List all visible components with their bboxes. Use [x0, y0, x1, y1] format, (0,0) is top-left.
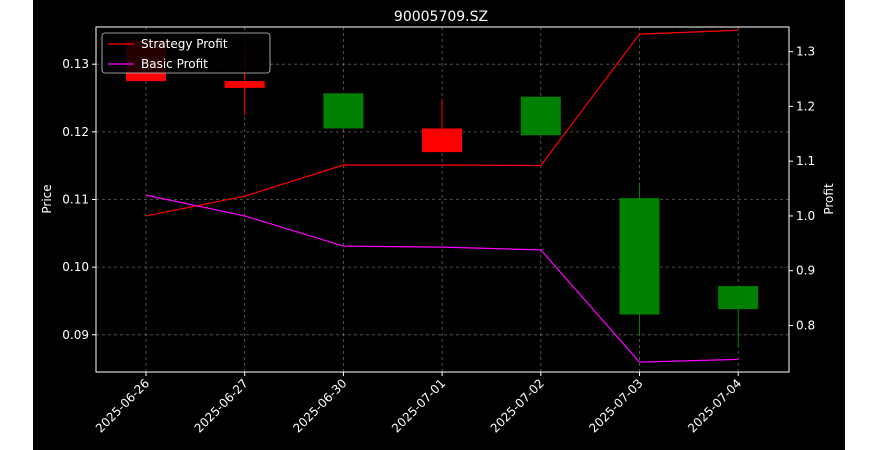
- left-tick-label: 0.12: [62, 125, 89, 139]
- right-tick-label: 1.1: [796, 154, 815, 168]
- y-axis-label-right: Profit: [822, 183, 836, 215]
- candle-body: [224, 81, 265, 88]
- left-tick-label: 0.13: [62, 57, 89, 71]
- x-tick-label: 2025-07-04: [685, 376, 744, 435]
- right-tick-label: 0.8: [796, 318, 815, 332]
- y-axis-label: Price: [40, 184, 54, 213]
- candle-body: [323, 93, 364, 129]
- left-tick-label: 0.11: [62, 193, 89, 207]
- right-tick-label: 1.2: [796, 99, 815, 113]
- legend: Strategy Profit Basic Profit: [101, 32, 271, 74]
- x-tick-label: 2025-07-01: [389, 376, 448, 435]
- profit-line: [145, 29, 739, 217]
- x-tick-label: 2025-06-26: [93, 376, 152, 435]
- x-tick-label: 2025-07-02: [488, 376, 547, 435]
- right-tick-label: 1.0: [796, 209, 815, 223]
- x-tick-label: 2025-07-03: [586, 376, 645, 435]
- candle-body: [619, 198, 660, 315]
- left-axis: 0.09 0.10 0.11 0.12 0.13: [62, 57, 96, 342]
- right-tick-label: 1.3: [796, 45, 815, 59]
- x-tick-label: 2025-06-27: [192, 376, 251, 435]
- candle-body: [520, 96, 561, 136]
- candlesticks: [126, 40, 759, 347]
- chart-figure: 90005709.SZ 0.09 0.10 0.11 0.12 0.13 0.8 0.9 1…: [33, 0, 845, 450]
- x-axis: 2025-06-26 2025-06-27 2025-06-30 2025-07-01…: [93, 372, 744, 435]
- gridlines: [96, 27, 789, 372]
- x-tick-label: 2025-06-30: [290, 376, 349, 435]
- profit-line: [145, 194, 739, 363]
- left-tick-label: 0.09: [62, 328, 89, 342]
- left-tick-label: 0.10: [62, 260, 89, 274]
- profit-lines: [145, 29, 739, 363]
- chart-canvas: 90005709.SZ 0.09 0.10 0.11 0.12 0.13 0.8 0.9 1…: [40, 9, 836, 435]
- legend-box: [101, 32, 271, 74]
- legend-label: Basic Profit: [141, 57, 208, 71]
- legend-label: Strategy Profit: [141, 37, 228, 51]
- chart-title: 90005709.SZ: [394, 9, 488, 25]
- candle-body: [718, 286, 759, 310]
- right-axis: 0.8 0.9 1.0 1.1 1.2 1.3: [789, 45, 815, 332]
- right-tick-label: 0.9: [796, 264, 815, 278]
- candle-body: [422, 128, 463, 153]
